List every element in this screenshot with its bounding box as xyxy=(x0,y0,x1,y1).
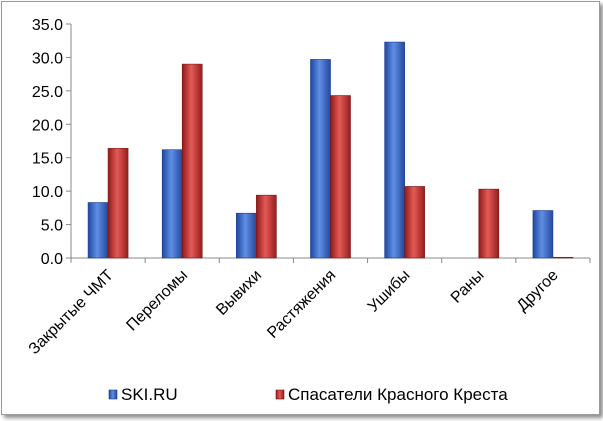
category-label: Вывихи xyxy=(213,267,265,319)
category-label: Растяжения xyxy=(264,267,339,342)
y-tick-label: 30.0 xyxy=(32,50,63,67)
y-tick-label: 35.0 xyxy=(32,17,63,34)
bar-chart: 0.0 5.0 10.0 15.0 20.0 25.0 30.0 35.0 Закрытые … xyxy=(26,17,591,404)
legend-swatch xyxy=(275,389,285,400)
axes: 0.0 5.0 10.0 15.0 20.0 25.0 30.0 35.0 xyxy=(32,17,591,268)
y-tick-label: 15.0 xyxy=(32,151,63,168)
bar-спасатели-красного-креста-0 xyxy=(107,148,129,259)
bar-ski-ru-2 xyxy=(236,212,257,259)
category-label: Ушибы xyxy=(365,267,414,316)
bar-спасатели-красного-креста-5 xyxy=(478,188,500,259)
bar-ski-ru-4 xyxy=(384,41,405,259)
category-label: Закрытые ЧМТ xyxy=(26,267,117,358)
bar-спасатели-красного-креста-1 xyxy=(181,63,203,259)
bar-ski-ru-1 xyxy=(161,149,183,259)
category-label: Другое xyxy=(514,267,562,315)
legend-label: SKI.RU xyxy=(121,385,178,404)
bar-ski-ru-0 xyxy=(87,202,109,259)
y-tick-label: 10.0 xyxy=(32,184,63,201)
legend: SKI.RU Спасатели Красного Креста xyxy=(108,385,508,404)
legend-swatch xyxy=(108,389,118,400)
y-tick-label: 25.0 xyxy=(32,84,63,101)
bar-спасатели-красного-креста-6 xyxy=(552,257,574,259)
bar-спасатели-красного-креста-4 xyxy=(404,186,425,259)
bar-спасатели-красного-креста-3 xyxy=(330,95,351,259)
bars xyxy=(87,41,574,259)
category-label: Переломы xyxy=(123,267,191,335)
category-label: Раны xyxy=(448,267,488,307)
chart-frame: 0.0 5.0 10.0 15.0 20.0 25.0 30.0 35.0 Закрытые … xyxy=(1,1,600,415)
y-tick-label: 5.0 xyxy=(41,218,63,235)
legend-label: Спасатели Красного Креста xyxy=(288,385,508,404)
bar-спасатели-красного-креста-2 xyxy=(256,194,277,259)
y-tick-label: 20.0 xyxy=(32,117,63,134)
y-tick-label: 0.0 xyxy=(41,251,63,268)
labels: Закрытые ЧМТ Переломы Вывихи Растяжения Ушиб… xyxy=(26,267,562,358)
bar-ski-ru-3 xyxy=(310,59,331,259)
bar-ski-ru-6 xyxy=(532,210,554,259)
